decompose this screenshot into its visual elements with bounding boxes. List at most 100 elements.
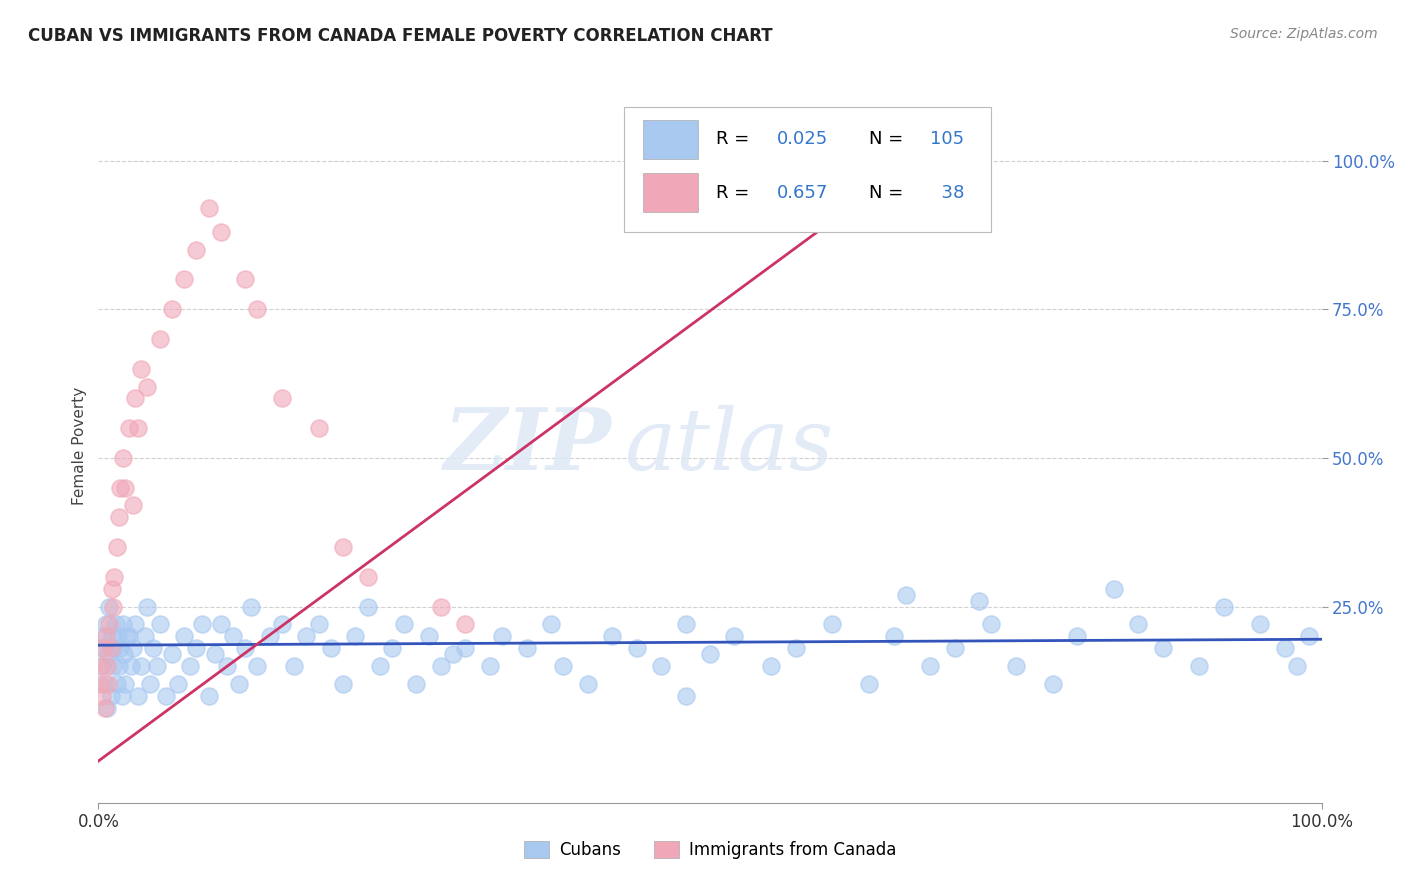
Point — [209, 225, 232, 239]
Point — [430, 659, 453, 673]
Point — [1274, 641, 1296, 656]
Point — [980, 617, 1002, 632]
Point — [515, 641, 537, 656]
Point — [100, 689, 122, 703]
Point — [149, 332, 172, 346]
Point — [540, 617, 562, 632]
Point — [344, 629, 367, 643]
Bar — [643, 120, 697, 159]
Point — [894, 588, 917, 602]
Point — [723, 629, 745, 643]
Point — [115, 629, 138, 643]
Text: atlas: atlas — [624, 405, 834, 487]
Point — [105, 677, 128, 691]
Point — [103, 570, 125, 584]
Point — [105, 540, 128, 554]
Point — [430, 599, 453, 614]
Point — [332, 540, 354, 554]
Point — [93, 700, 115, 714]
Point — [121, 499, 143, 513]
Point — [101, 599, 124, 614]
Point — [118, 421, 141, 435]
Point — [626, 641, 648, 656]
Point — [111, 450, 134, 465]
Y-axis label: Female Poverty: Female Poverty — [72, 387, 87, 505]
Text: ZIP: ZIP — [444, 404, 612, 488]
Point — [91, 659, 114, 673]
Point — [110, 481, 132, 495]
Point — [103, 641, 125, 656]
Point — [93, 677, 115, 691]
Point — [1212, 599, 1234, 614]
Point — [270, 392, 294, 406]
Point — [110, 641, 132, 656]
Point — [129, 361, 152, 376]
Text: 0.657: 0.657 — [778, 184, 828, 202]
Point — [381, 641, 404, 656]
Point — [173, 629, 195, 643]
Point — [134, 629, 156, 643]
Point — [491, 629, 513, 643]
Point — [121, 641, 143, 656]
Point — [127, 689, 149, 703]
Point — [1298, 629, 1320, 643]
Point — [785, 641, 807, 656]
Point — [114, 481, 136, 495]
Text: 105: 105 — [931, 130, 965, 148]
Point — [222, 629, 245, 643]
Point — [650, 659, 672, 673]
Point — [1102, 582, 1125, 596]
Point — [233, 272, 256, 286]
Text: N =: N = — [869, 130, 910, 148]
Point — [136, 599, 159, 614]
Point — [129, 659, 152, 673]
Point — [186, 641, 208, 656]
Point — [96, 700, 118, 714]
Point — [149, 617, 172, 632]
Point — [139, 677, 162, 691]
Point — [1004, 659, 1026, 673]
Point — [356, 570, 378, 584]
Point — [108, 510, 131, 524]
Point — [1249, 617, 1271, 632]
Point — [101, 582, 124, 596]
Point — [90, 641, 112, 656]
Point — [1152, 641, 1174, 656]
Point — [246, 302, 269, 317]
Point — [308, 617, 330, 632]
Point — [240, 599, 263, 614]
Point — [91, 641, 114, 656]
Point — [107, 629, 129, 643]
Point — [943, 641, 966, 656]
Point — [124, 392, 146, 406]
Point — [454, 641, 477, 656]
Point — [91, 629, 114, 643]
Point — [368, 659, 391, 673]
Text: 38: 38 — [931, 184, 965, 202]
Point — [1042, 677, 1064, 691]
Point — [699, 647, 721, 661]
Point — [173, 272, 195, 286]
Point — [97, 677, 120, 691]
Point — [197, 689, 219, 703]
Point — [111, 689, 134, 703]
Point — [356, 599, 378, 614]
Point — [155, 689, 177, 703]
Point — [98, 617, 121, 632]
Point — [405, 677, 427, 691]
Text: N =: N = — [869, 184, 910, 202]
Point — [127, 421, 149, 435]
Point — [108, 659, 131, 673]
Point — [142, 641, 165, 656]
Point — [233, 641, 256, 656]
Point — [920, 659, 942, 673]
Point — [308, 421, 330, 435]
Point — [228, 677, 250, 691]
Point — [478, 659, 501, 673]
Text: Source: ZipAtlas.com: Source: ZipAtlas.com — [1230, 27, 1378, 41]
Point — [96, 659, 118, 673]
Point — [179, 659, 201, 673]
Legend: Cubans, Immigrants from Canada: Cubans, Immigrants from Canada — [517, 834, 903, 866]
Point — [215, 659, 238, 673]
FancyBboxPatch shape — [624, 107, 991, 232]
